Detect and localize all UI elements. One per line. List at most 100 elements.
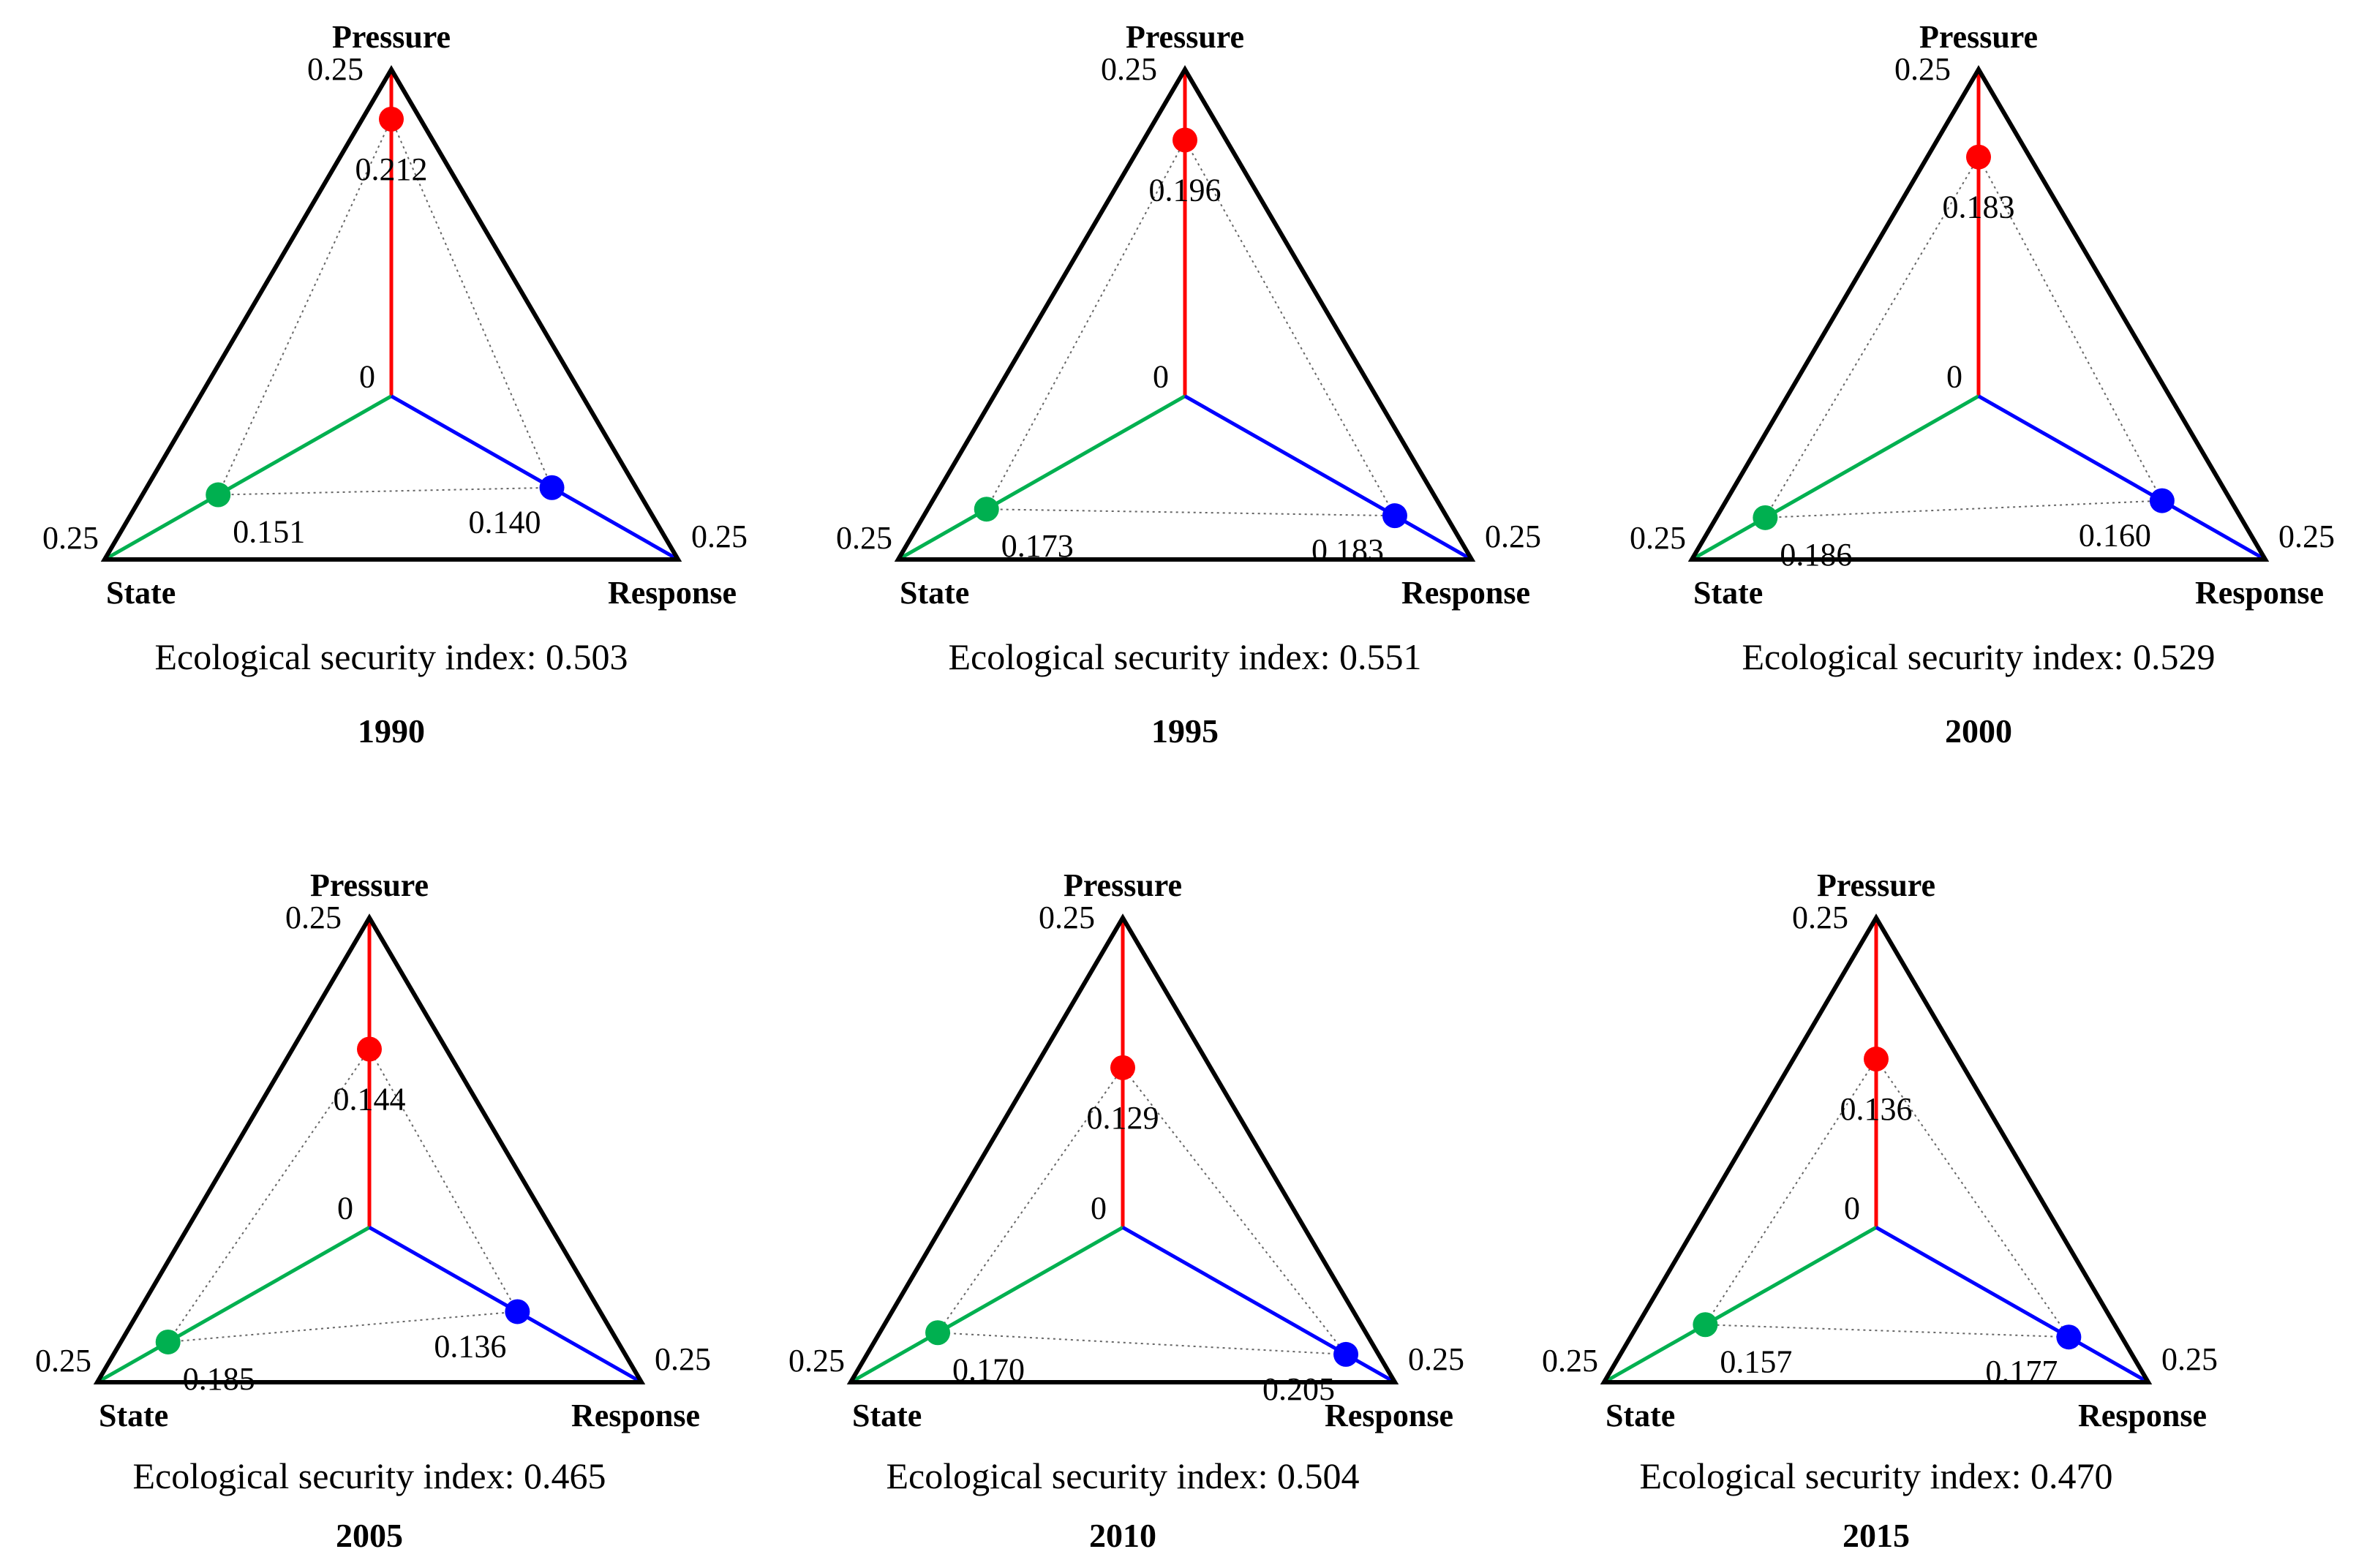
origin-tick-label-1995: 0: [1153, 359, 1169, 395]
year-label-2010: 2010: [1089, 1517, 1156, 1554]
security-index-label-2000: Ecological security index: 0.529: [1742, 636, 2215, 677]
state-point-2015: [1693, 1312, 1718, 1338]
pressure-value-label-1990: 0.212: [355, 151, 428, 187]
response-axis-1995: [1183, 394, 1473, 562]
pressure-axis-label-1990: Pressure: [332, 19, 451, 55]
state-max-tick-2010: 0.25: [788, 1343, 845, 1379]
state-axis-label-2015: State: [1606, 1398, 1675, 1433]
pressure-axis-label-2005: Pressure: [310, 867, 429, 903]
pressure-point-1990: [379, 106, 404, 132]
pressure-value-label-2010: 0.129: [1087, 1100, 1159, 1136]
response-value-label-2010: 0.205: [1262, 1371, 1335, 1407]
response-max-tick-1995: 0.25: [1485, 519, 1541, 554]
frame-triangle-2005: [93, 913, 646, 1384]
response-point-2015: [2056, 1324, 2082, 1350]
pressure-point-2010: [1110, 1055, 1135, 1080]
origin-tick-label-2010: 0: [1091, 1190, 1107, 1226]
response-max-tick-2005: 0.25: [655, 1341, 711, 1377]
response-axis-label-1995: Response: [1401, 575, 1530, 611]
origin-tick-label-1990: 0: [359, 359, 375, 395]
pressure-axis-label-2015: Pressure: [1817, 867, 1935, 903]
frame-triangle-2000: [1687, 65, 2270, 562]
state-point-2010: [925, 1320, 951, 1346]
pressure-max-tick-1995: 0.25: [1101, 51, 1157, 87]
frame-triangle-1995: [894, 65, 1476, 562]
pressure-value-label-2005: 0.144: [334, 1081, 406, 1117]
state-max-tick-2005: 0.25: [35, 1343, 91, 1379]
state-value-label-2005: 0.185: [183, 1361, 255, 1397]
state-point-2000: [1753, 505, 1778, 530]
value-triangle-2005: [166, 1047, 519, 1343]
pressure-max-tick-2015: 0.25: [1792, 900, 1848, 935]
year-label-2000: 2000: [1945, 712, 2012, 750]
security-index-label-2005: Ecological security index: 0.465: [132, 1455, 606, 1496]
response-point-2005: [505, 1299, 530, 1324]
year-label-1990: 1990: [358, 712, 425, 750]
value-triangle-2010: [936, 1066, 1348, 1356]
security-index-label-2010: Ecological security index: 0.504: [886, 1455, 1359, 1496]
pressure-value-label-2015: 0.136: [1840, 1091, 1913, 1127]
origin-tick-label-2000: 0: [1946, 359, 1962, 395]
year-label-2005: 2005: [336, 1517, 403, 1554]
state-axis-label-2000: State: [1693, 575, 1763, 611]
response-axis-2000: [1977, 394, 2267, 562]
state-value-label-2000: 0.186: [1780, 537, 1852, 573]
pressure-value-label-1995: 0.196: [1149, 172, 1222, 208]
year-label-2015: 2015: [1843, 1517, 1910, 1554]
state-point-1995: [974, 497, 999, 522]
response-max-tick-2010: 0.25: [1408, 1341, 1464, 1377]
pressure-max-tick-2005: 0.25: [285, 900, 342, 935]
response-max-tick-2000: 0.25: [2278, 519, 2335, 554]
state-axis-1990: [103, 394, 393, 562]
pressure-point-1995: [1173, 127, 1197, 153]
response-axis-2005: [368, 1226, 643, 1384]
response-value-label-2015: 0.177: [1985, 1354, 2058, 1390]
pressure-axis-label-1995: Pressure: [1126, 19, 1244, 55]
response-value-label-1990: 0.140: [469, 505, 541, 540]
response-axis-label-2010: Response: [1325, 1398, 1453, 1433]
state-axis-1995: [897, 394, 1186, 562]
pressure-point-2015: [1864, 1047, 1889, 1072]
origin-tick-label-2015: 0: [1844, 1190, 1860, 1226]
response-value-label-1995: 0.183: [1311, 532, 1384, 568]
state-value-label-2010: 0.170: [952, 1352, 1025, 1387]
response-value-label-2000: 0.160: [2079, 518, 2151, 554]
value-triangle-2015: [1704, 1058, 2071, 1338]
security-index-label-1990: Ecological security index: 0.503: [154, 636, 628, 677]
response-axis-2015: [1875, 1226, 2150, 1384]
state-max-tick-1990: 0.25: [42, 520, 99, 556]
response-point-1990: [539, 475, 565, 500]
security-index-label-2015: Ecological security index: 0.470: [1639, 1455, 2112, 1496]
pressure-max-tick-2000: 0.25: [1894, 51, 1951, 87]
response-point-1995: [1382, 503, 1407, 529]
state-point-1990: [206, 482, 231, 508]
response-point-2000: [2149, 488, 2175, 513]
origin-tick-label-2005: 0: [337, 1190, 353, 1226]
pressure-axis-label-2000: Pressure: [1919, 19, 2038, 55]
year-label-1995: 1995: [1151, 712, 1219, 750]
response-max-tick-2015: 0.25: [2161, 1341, 2218, 1377]
state-axis-2005: [96, 1226, 371, 1384]
pressure-value-label-2000: 0.183: [1943, 189, 2015, 225]
state-value-label-2015: 0.157: [1720, 1343, 1792, 1379]
value-triangle-1995: [985, 138, 1396, 517]
response-max-tick-1990: 0.25: [691, 519, 748, 554]
state-axis-label-1990: State: [106, 575, 176, 611]
state-max-tick-1995: 0.25: [836, 520, 892, 556]
pressure-axis-label-2010: Pressure: [1064, 867, 1182, 903]
pressure-point-2005: [357, 1036, 382, 1062]
response-axis-label-1990: Response: [608, 575, 737, 611]
response-value-label-2005: 0.136: [434, 1328, 506, 1364]
state-axis-2000: [1690, 394, 1980, 562]
state-axis-2015: [1603, 1226, 1878, 1384]
pressure-max-tick-2010: 0.25: [1039, 900, 1095, 935]
state-axis-label-1995: State: [900, 575, 969, 611]
value-triangle-1990: [217, 117, 554, 496]
state-value-label-1995: 0.173: [1001, 528, 1074, 564]
